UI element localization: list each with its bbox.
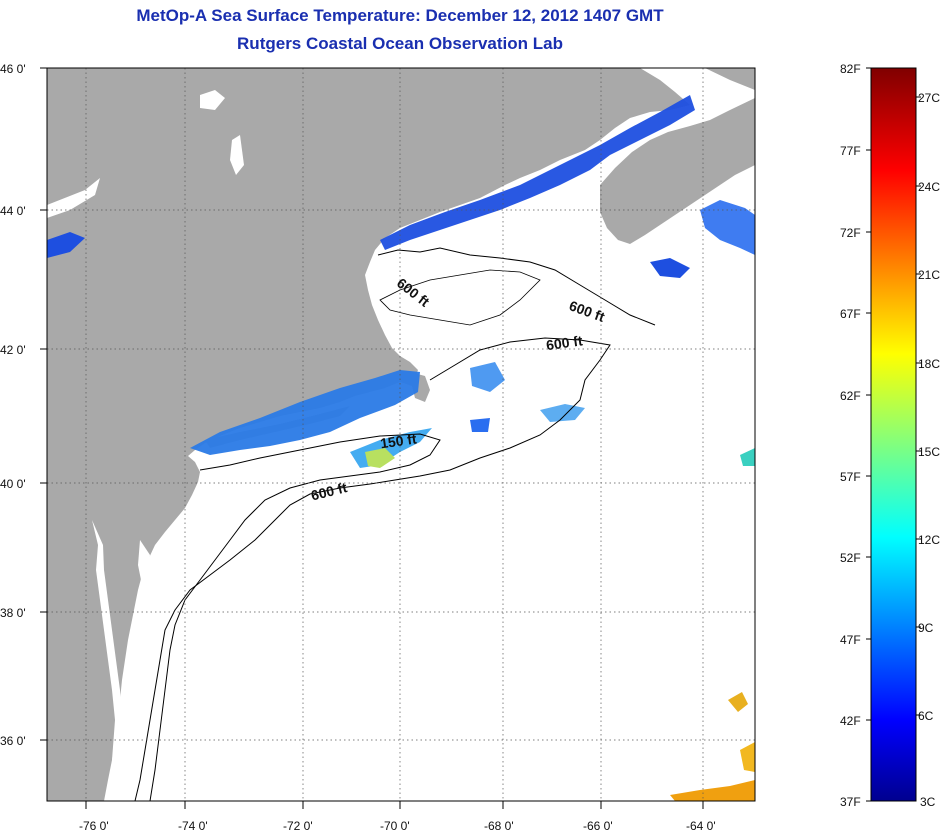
y-tick-label: 46 0' bbox=[0, 62, 26, 76]
sst-patch-small bbox=[470, 418, 490, 432]
colorbar-label-f: 37F bbox=[840, 795, 861, 809]
contour-label: 600 ft bbox=[545, 332, 584, 353]
colorbar-label-c: 21C bbox=[918, 268, 940, 282]
map-title: MetOp-A Sea Surface Temperature: Decembe… bbox=[136, 6, 664, 25]
colorbar-label-f: 72F bbox=[840, 226, 861, 240]
lake bbox=[230, 135, 244, 175]
isobath-600ft-gulf-of-maine bbox=[377, 247, 656, 326]
sst-patch-gulf-stream-2 bbox=[728, 692, 748, 712]
y-tick-label: 36 0' bbox=[0, 734, 26, 748]
sst-patch-warm-core bbox=[365, 448, 395, 468]
x-tick-label: -76 0' bbox=[79, 819, 109, 833]
isobath-600ft-shelf-break bbox=[134, 483, 371, 801]
colorbar-label-f: 52F bbox=[840, 551, 861, 565]
sst-patch-west bbox=[47, 232, 85, 258]
colorbar-label-c: 3C bbox=[920, 795, 936, 809]
land-us-canada bbox=[47, 68, 690, 801]
map-subtitle: Rutgers Coastal Ocean Observation Lab bbox=[237, 34, 563, 53]
x-tick-label: -68 0' bbox=[484, 819, 514, 833]
sst-patch-gulf-stream-3 bbox=[740, 742, 755, 772]
sst-patch-gulf-stream bbox=[670, 780, 755, 801]
sst-patch-gulf-of-maine bbox=[380, 95, 695, 250]
lake bbox=[200, 90, 225, 110]
colorbar-ticks bbox=[866, 67, 921, 802]
land-newfoundland bbox=[705, 68, 755, 90]
colorbar-label-c: 27C bbox=[918, 91, 940, 105]
x-tick-label: -72 0' bbox=[283, 819, 313, 833]
sst-patch-georges-east bbox=[540, 404, 585, 422]
x-tick-label: -64 0' bbox=[686, 819, 716, 833]
chesapeake-bay bbox=[92, 520, 122, 760]
colorbar-label-c: 24C bbox=[918, 180, 940, 194]
sst-patch-georges-bank bbox=[470, 362, 505, 392]
x-tick-label: -66 0' bbox=[583, 819, 613, 833]
isobath-gulf-inner bbox=[379, 269, 541, 326]
x-tick-label: -70 0' bbox=[380, 819, 410, 833]
colorbar-label-c: 18C bbox=[918, 357, 940, 371]
sst-patch-east bbox=[650, 258, 690, 278]
colorbar bbox=[870, 67, 917, 802]
y-tick-label: 42 0' bbox=[0, 343, 26, 357]
y-tick-label: 44 0' bbox=[0, 204, 26, 218]
colorbar-label-f: 62F bbox=[840, 389, 861, 403]
colorbar-label-f: 77F bbox=[840, 144, 861, 158]
land-nova-scotia bbox=[600, 98, 755, 244]
isobath-150ft bbox=[149, 433, 441, 801]
axis-ticks bbox=[40, 67, 704, 809]
colorbar-label-c: 12C bbox=[918, 533, 940, 547]
colorbar-label-f: 82F bbox=[840, 62, 861, 76]
isobath-600ft-georges bbox=[369, 337, 611, 485]
delaware-bay bbox=[138, 540, 150, 585]
lake bbox=[47, 178, 100, 218]
contour-label: 150 ft bbox=[379, 430, 418, 451]
colorbar-label-c: 6C bbox=[918, 709, 934, 723]
x-tick-label: -74 0' bbox=[178, 819, 208, 833]
colorbar-label-f: 42F bbox=[840, 714, 861, 728]
colorbar-label-c: 9C bbox=[918, 621, 934, 635]
y-tick-label: 40 0' bbox=[0, 477, 26, 491]
graticule bbox=[47, 68, 755, 801]
y-tick-label: 38 0' bbox=[0, 606, 26, 620]
colorbar-label-f: 57F bbox=[840, 470, 861, 484]
colorbar-label-f: 67F bbox=[840, 307, 861, 321]
map-frame bbox=[46, 67, 756, 802]
sst-patch-southern-new-england bbox=[190, 370, 420, 455]
colorbar-label-c: 15C bbox=[918, 445, 940, 459]
colorbar-label-f: 47F bbox=[840, 633, 861, 647]
sst-patch-east-edge bbox=[740, 448, 755, 466]
sst-patch-nova-scotia-shelf bbox=[700, 200, 755, 255]
